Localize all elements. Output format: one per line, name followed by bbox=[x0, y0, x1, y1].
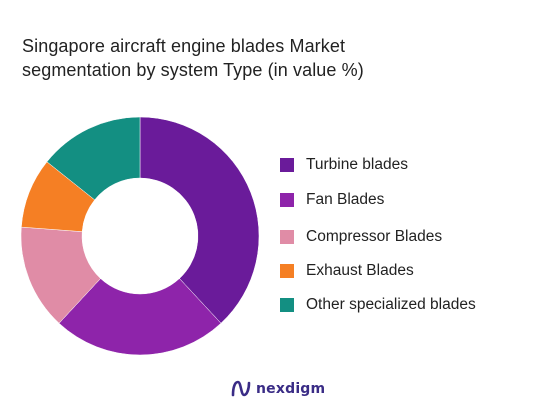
legend-item-fan-blades: Fan Blades bbox=[280, 189, 540, 211]
brand-name: nexdigm bbox=[256, 381, 326, 397]
donut-slice-fan-blades bbox=[58, 278, 222, 356]
legend-swatch-compressor-blades bbox=[280, 230, 294, 244]
legend-label-compressor-blades: Compressor Blades bbox=[306, 228, 443, 245]
legend-swatch-exhaust-blades bbox=[280, 264, 294, 278]
chart-title: Singapore aircraft engine blades Market … bbox=[22, 34, 442, 82]
legend-item-compressor-blades: Compressor Blades bbox=[280, 226, 540, 248]
legend-label-turbine-blades: Turbine blades bbox=[306, 156, 408, 173]
chart-title-line-2: segmentation by system Type (in value %) bbox=[22, 60, 364, 80]
chart-title-line-1: Singapore aircraft engine blades Market bbox=[22, 36, 346, 56]
legend-label-fan-blades: Fan Blades bbox=[306, 191, 385, 208]
legend-swatch-other-specialized-blades bbox=[280, 298, 294, 312]
legend-item-turbine-blades: Turbine blades bbox=[280, 154, 540, 176]
legend-label-other-specialized-blades: Other specialized blades bbox=[306, 296, 476, 313]
legend-swatch-fan-blades bbox=[280, 193, 294, 207]
legend-item-other-specialized-blades: Other specialized blades bbox=[280, 294, 540, 316]
legend-item-exhaust-blades: Exhaust Blades bbox=[280, 260, 540, 282]
nexdigm-logo-icon bbox=[231, 380, 251, 397]
legend-label-exhaust-blades: Exhaust Blades bbox=[306, 262, 414, 279]
donut-slice-other-specialized-blades bbox=[46, 116, 141, 201]
donut-slice-turbine-blades bbox=[139, 116, 260, 324]
legend-swatch-turbine-blades bbox=[280, 158, 294, 172]
brand-logo: nexdigm bbox=[230, 378, 325, 400]
